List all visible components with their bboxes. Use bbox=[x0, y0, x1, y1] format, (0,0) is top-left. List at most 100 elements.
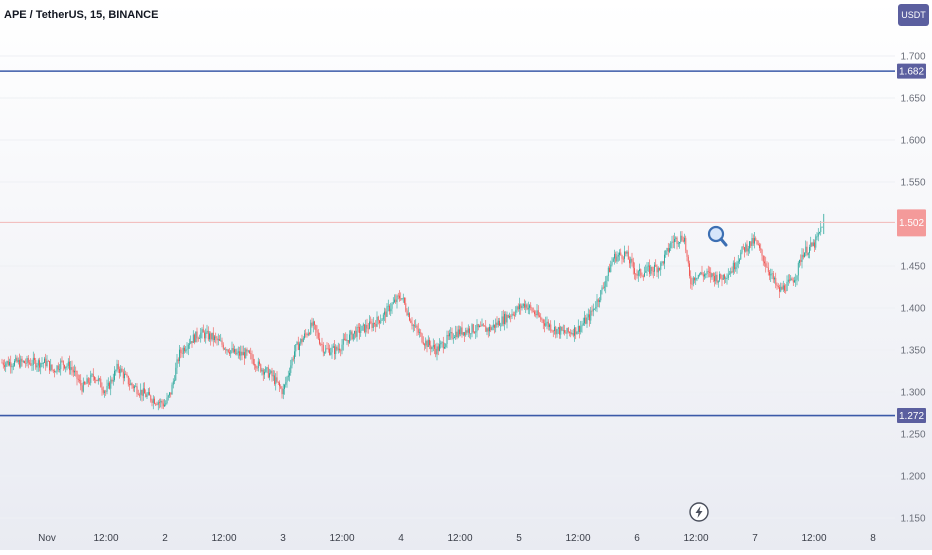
candle-body bbox=[526, 304, 528, 310]
candle-body bbox=[604, 286, 605, 288]
candle-body bbox=[329, 348, 330, 355]
candle-body bbox=[264, 371, 265, 375]
candle-body bbox=[520, 304, 522, 309]
price-axis[interactable]: 1.700 1.650 1.600 1.550 1.450 1.400 1.350 1.300… bbox=[897, 52, 926, 525]
candle-body bbox=[741, 246, 743, 253]
candle-body bbox=[66, 365, 68, 367]
candle-body bbox=[340, 350, 342, 352]
candle-body bbox=[107, 382, 109, 386]
y-tick-label: 1.400 bbox=[900, 304, 925, 315]
candle-body bbox=[801, 254, 803, 262]
candle-body bbox=[779, 287, 780, 292]
candle-body bbox=[521, 305, 523, 309]
candle-body bbox=[799, 259, 800, 264]
candle-body bbox=[776, 284, 778, 287]
candle-body bbox=[437, 346, 439, 351]
candle-body bbox=[622, 258, 624, 260]
candle-body bbox=[430, 345, 432, 350]
candle-body bbox=[710, 272, 712, 278]
candle-body bbox=[415, 325, 417, 327]
candle-body bbox=[101, 387, 103, 391]
magnifier-icon[interactable] bbox=[707, 225, 728, 247]
candle-body bbox=[346, 340, 348, 341]
currency-button[interactable]: USDT bbox=[898, 4, 929, 26]
candle-body bbox=[106, 385, 108, 392]
candle-body bbox=[244, 352, 245, 359]
time-axis[interactable]: Nov 12:00 2 12:00 3 12:00 4 12:00 5 12:00 6 12:00 7 1… bbox=[38, 533, 876, 544]
candle-body bbox=[686, 250, 688, 257]
candle-body bbox=[69, 361, 70, 371]
candle-body bbox=[597, 299, 599, 302]
candle-body bbox=[681, 235, 683, 241]
candle-body bbox=[327, 348, 329, 350]
candle-body bbox=[670, 242, 672, 249]
candle-body bbox=[29, 362, 30, 364]
candle-body bbox=[699, 274, 700, 276]
y-tick-label: 1.450 bbox=[900, 262, 925, 273]
candle-body bbox=[644, 272, 645, 277]
candle-body bbox=[770, 273, 772, 276]
candle-body bbox=[647, 265, 649, 267]
candle-body bbox=[276, 377, 278, 382]
candle-body bbox=[46, 360, 48, 367]
candle-body bbox=[150, 395, 152, 401]
candle-body bbox=[410, 320, 412, 323]
candle-body bbox=[556, 329, 558, 335]
candle-body bbox=[460, 327, 462, 335]
candle-body bbox=[380, 320, 382, 324]
candle-body bbox=[350, 331, 352, 335]
candle-body bbox=[466, 330, 468, 333]
candle-body bbox=[390, 308, 392, 312]
candle-body bbox=[95, 379, 97, 381]
x-tick-label: 12:00 bbox=[565, 533, 590, 544]
candle-body bbox=[259, 361, 260, 365]
candle-body bbox=[51, 364, 53, 370]
candle-body bbox=[345, 338, 347, 341]
candle-body bbox=[532, 311, 534, 313]
candle-body bbox=[214, 336, 215, 341]
candle-body bbox=[36, 365, 38, 368]
candle-body bbox=[709, 271, 710, 273]
flash-icon[interactable] bbox=[689, 502, 709, 522]
candle-body bbox=[682, 240, 684, 242]
candle-body bbox=[47, 360, 49, 362]
candle-body bbox=[6, 361, 8, 364]
candle-body bbox=[746, 244, 748, 252]
candle-body bbox=[417, 329, 419, 333]
candle-body bbox=[642, 275, 644, 277]
candle-body bbox=[571, 333, 573, 334]
candle-body bbox=[302, 338, 304, 342]
candle-body bbox=[356, 326, 358, 337]
candle-body bbox=[385, 311, 387, 317]
candle-body bbox=[37, 360, 39, 366]
candle-body bbox=[476, 324, 478, 332]
candle-body bbox=[120, 368, 122, 374]
candle-body bbox=[206, 330, 208, 333]
candle-body bbox=[42, 362, 44, 364]
candle-body bbox=[550, 324, 552, 331]
candle-body bbox=[187, 344, 189, 349]
candle-body bbox=[210, 333, 212, 340]
candle-body bbox=[249, 350, 250, 354]
y-tick-label: 1.700 bbox=[900, 52, 925, 63]
candle-body bbox=[737, 261, 739, 263]
candle-body bbox=[145, 393, 147, 398]
x-tick-label: 8 bbox=[870, 533, 876, 544]
candle-body bbox=[270, 370, 272, 374]
candle-body bbox=[516, 306, 518, 311]
y-tick-label: 1.150 bbox=[900, 514, 925, 525]
candle-body bbox=[729, 273, 730, 275]
level-price-label-bg bbox=[897, 408, 926, 424]
candle-body bbox=[607, 267, 609, 277]
candle-body bbox=[70, 367, 72, 371]
candle-body bbox=[374, 323, 375, 325]
candle-body bbox=[300, 338, 302, 344]
candle-body bbox=[675, 237, 677, 239]
candle-body bbox=[780, 286, 782, 292]
candle-body bbox=[529, 305, 530, 308]
candle-body bbox=[462, 332, 464, 335]
candle-body bbox=[671, 241, 673, 243]
